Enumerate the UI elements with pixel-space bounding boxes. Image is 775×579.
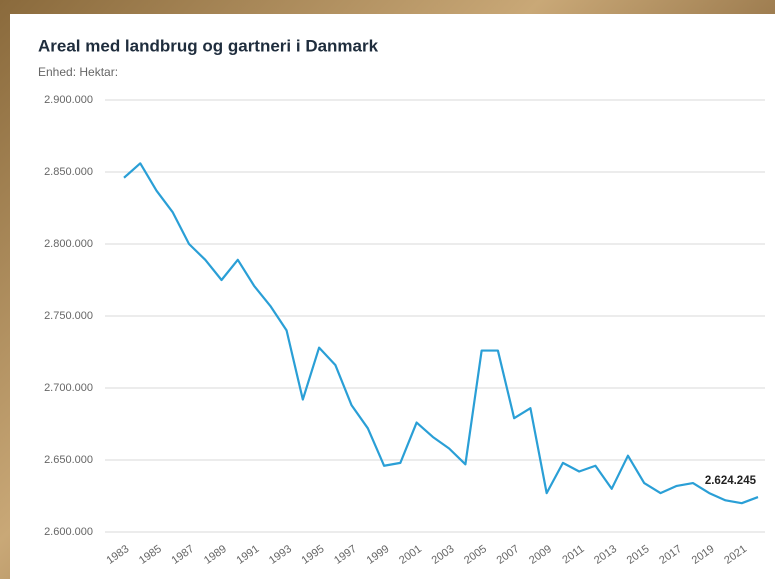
x-tick-label: 2017	[657, 543, 684, 567]
y-tick-label: 2.900.000	[44, 94, 93, 106]
y-tick-label: 2.800.000	[44, 238, 93, 250]
x-tick-label: 2021	[722, 543, 749, 567]
y-tick-label: 2.850.000	[44, 166, 93, 178]
x-tick-label: 1985	[137, 543, 164, 567]
chart-title: Areal med landbrug og gartneri i Danmark	[38, 36, 379, 55]
x-tick-label: 2007	[495, 543, 522, 567]
x-tick-label: 2001	[397, 543, 424, 567]
x-tick-label: 1997	[332, 543, 359, 567]
chart-subtitle: Enhed: Hektar:	[38, 65, 118, 79]
x-tick-label: 1991	[234, 543, 261, 567]
x-tick-label: 1993	[267, 543, 294, 567]
x-tick-label: 2011	[560, 543, 586, 566]
x-tick-label: 1999	[365, 543, 392, 567]
x-tick-label: 1987	[169, 543, 196, 567]
x-tick-label: 2019	[690, 543, 717, 567]
x-tick-label: 2003	[430, 543, 457, 567]
y-tick-label: 2.600.000	[44, 526, 93, 538]
data-label: 2.624.245	[705, 475, 757, 487]
x-tick-label: 2013	[592, 543, 619, 567]
y-tick-label: 2.650.000	[44, 454, 93, 466]
x-tick-label: 1995	[300, 543, 327, 567]
x-tick-label: 1989	[202, 543, 229, 567]
y-tick-label: 2.700.000	[44, 382, 93, 394]
x-tick-label: 2015	[625, 543, 652, 567]
x-tick-label: 1983	[104, 543, 131, 567]
data-line	[123, 162, 759, 505]
y-tick-label: 2.750.000	[44, 310, 93, 322]
x-tick-label: 2005	[462, 543, 489, 567]
x-tick-label: 2009	[527, 543, 554, 567]
